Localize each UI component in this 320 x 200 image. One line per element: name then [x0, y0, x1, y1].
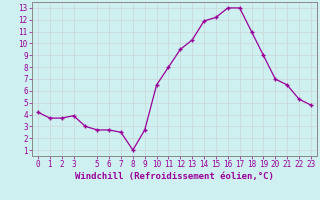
X-axis label: Windchill (Refroidissement éolien,°C): Windchill (Refroidissement éolien,°C) [75, 172, 274, 181]
